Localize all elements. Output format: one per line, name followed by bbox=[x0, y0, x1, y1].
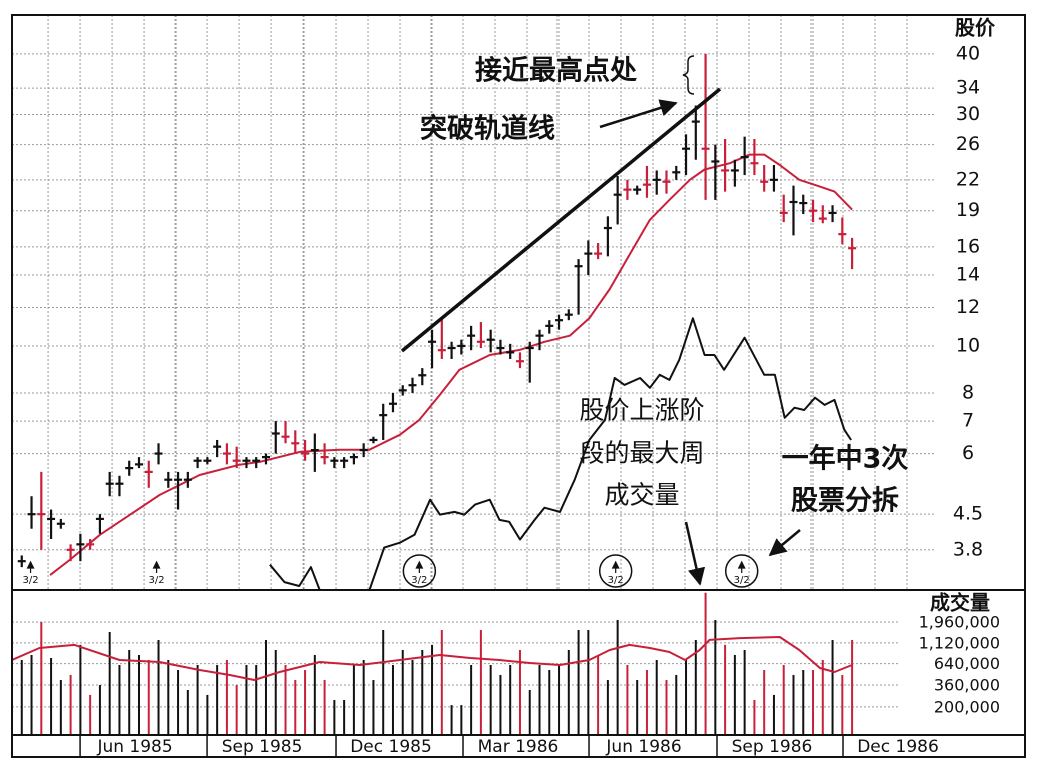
arrow bbox=[768, 529, 801, 557]
volume-panel bbox=[12, 592, 854, 735]
x-tick-label: Sep 1986 bbox=[732, 737, 813, 757]
split-circle bbox=[402, 554, 437, 588]
y-tick-label: 360,000 bbox=[934, 676, 1000, 695]
split-label: 3/2 bbox=[608, 575, 624, 586]
y-tick-label: 14 bbox=[956, 264, 980, 286]
y-tick-label: 40 bbox=[956, 42, 980, 64]
x-tick-label: Jun 1985 bbox=[96, 737, 172, 757]
annotation-splits: 一年中3次 bbox=[782, 443, 909, 475]
y-tick-label: 22 bbox=[956, 168, 980, 190]
relative-strength-line bbox=[269, 317, 852, 590]
x-tick-label: Sep 1985 bbox=[222, 737, 303, 757]
volume-axis-title: 成交量 bbox=[930, 591, 990, 615]
x-tick-label: Mar 1986 bbox=[478, 737, 559, 757]
arrow bbox=[684, 521, 706, 586]
brace bbox=[682, 55, 695, 95]
y-tick-label: 4.5 bbox=[953, 503, 983, 525]
y-tick-label: 26 bbox=[956, 133, 980, 155]
split-circle bbox=[598, 554, 633, 588]
y-tick-label: 640,000 bbox=[934, 654, 1000, 673]
y-tick-label: 3.8 bbox=[953, 538, 983, 560]
annotation-splits: 股票分拆 bbox=[791, 486, 899, 517]
y-tick-label: 19 bbox=[956, 199, 980, 221]
split-arrow bbox=[415, 560, 424, 573]
y-tick-label: 16 bbox=[956, 235, 980, 257]
annotation-volume: 成交量 bbox=[604, 481, 679, 510]
volume-average-line bbox=[12, 636, 853, 681]
y-tick-label: 30 bbox=[956, 103, 980, 125]
split-circle bbox=[724, 554, 759, 588]
x-tick-label: Dec 1986 bbox=[857, 737, 939, 757]
x-tick-label: Jun 1986 bbox=[605, 737, 681, 757]
arrow bbox=[599, 99, 678, 129]
split-arrow bbox=[611, 560, 620, 573]
annotation-breakout: 突破轨道线 bbox=[420, 113, 555, 145]
y-tick-label: 34 bbox=[956, 77, 980, 99]
x-tick-label: Dec 1985 bbox=[350, 737, 432, 757]
split-label: 3/2 bbox=[411, 575, 427, 586]
split-arrow bbox=[737, 560, 746, 573]
y-tick-label: 1,120,000 bbox=[919, 633, 1000, 652]
channel-line bbox=[400, 87, 722, 353]
annotation-peak: 接近最高点处 bbox=[475, 55, 637, 87]
split-label: 3/2 bbox=[149, 575, 165, 586]
price-panel bbox=[17, 53, 857, 590]
frame bbox=[11, 14, 1026, 758]
annotation-volume: 段的最大周 bbox=[579, 439, 704, 468]
split-label: 3/2 bbox=[23, 575, 39, 586]
annotation-volume: 股价上涨阶 bbox=[579, 396, 704, 425]
split-arrow bbox=[152, 560, 161, 573]
y-tick-label: 1,960,000 bbox=[919, 612, 1000, 631]
grid bbox=[12, 15, 935, 708]
y-tick-label: 8 bbox=[962, 381, 974, 403]
y-tick-label: 7 bbox=[962, 410, 974, 432]
y-tick-label: 10 bbox=[956, 334, 980, 356]
price-axis-title: 股价 bbox=[955, 16, 996, 40]
split-label: 3/2 bbox=[734, 575, 750, 586]
plot bbox=[12, 53, 857, 735]
y-tick-label: 6 bbox=[962, 442, 974, 464]
y-tick-label: 200,000 bbox=[934, 697, 1000, 716]
moving-average-line bbox=[49, 153, 853, 576]
y-tick-label: 12 bbox=[956, 296, 980, 318]
split-arrow bbox=[26, 560, 35, 573]
